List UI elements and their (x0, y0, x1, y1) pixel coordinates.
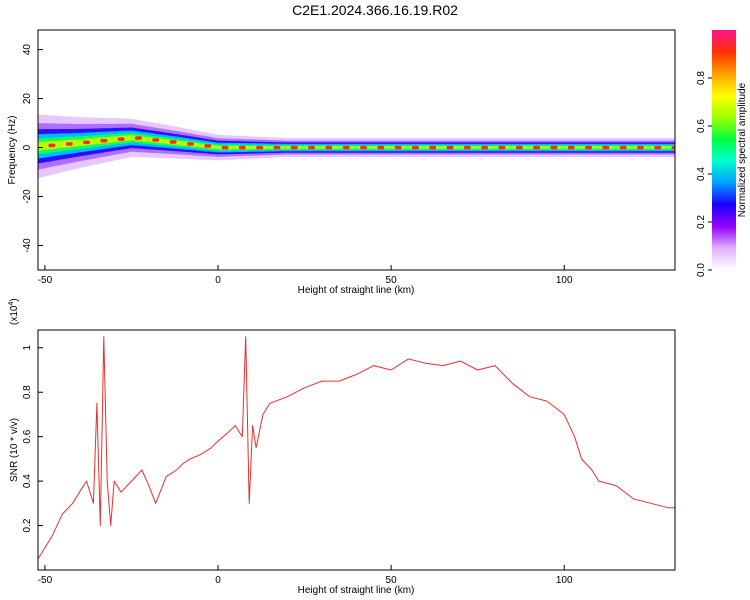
spectrogram-peak-mark (83, 140, 90, 145)
spectrogram-peak-mark (308, 145, 315, 150)
spectrogram-peak-mark (377, 145, 385, 150)
spectrogram-peak-mark (550, 145, 558, 150)
x-tick-label: 100 (556, 275, 573, 286)
colorbar-tick-label: 0.8 (696, 71, 707, 85)
spectrogram-frame (37, 29, 676, 271)
y-tick-label: -20 (22, 189, 33, 204)
y-tick-label: 0.4 (22, 474, 33, 488)
spectrogram-peak-mark (117, 137, 125, 141)
spectrogram-y-ticks: -40 -20 0 20 40 (22, 44, 43, 253)
y-tick-label: 0.6 (22, 429, 33, 443)
spectrogram-peak-mark (498, 145, 506, 150)
spectrogram-peak-mark (636, 145, 644, 150)
spectrogram-y-label: Frequency (Hz) (7, 116, 18, 185)
spectrogram-peak-mark (256, 145, 264, 150)
colorbar-label: Normalized spectral amplitude (737, 82, 748, 217)
snr-y-label: SNR (10 * v/v) (9, 418, 20, 482)
spectrogram-peak-mark (585, 145, 592, 150)
snr-x-ticks: -50 0 50 100 (38, 565, 573, 586)
spectrogram-peak-mark (238, 145, 246, 150)
colorbar-tick-label: 0.0 (696, 263, 707, 277)
x-tick-label: 50 (386, 575, 398, 586)
spectrogram-peak-mark (463, 145, 471, 150)
x-tick-label: -50 (38, 575, 53, 586)
spectrogram-peak-mark (602, 145, 610, 150)
spectrogram-peak-mark (619, 145, 627, 150)
colorbar-tick-label: 0.4 (696, 167, 707, 181)
y-tick-label: -40 (22, 238, 33, 253)
spectrogram-peak-mark (671, 145, 675, 150)
x-tick-label: 100 (556, 575, 573, 586)
x-tick-label: -50 (38, 275, 53, 286)
spectrogram-peak-mark (100, 138, 108, 143)
spectrogram-peak-mark (394, 145, 402, 150)
y-tick-label: 0.8 (22, 385, 33, 399)
spectrogram-peak-mark (152, 138, 160, 142)
y-tick-label: 40 (22, 44, 33, 56)
spectrogram-peak-mark (169, 140, 177, 144)
snr-content (38, 336, 675, 560)
spectrogram-peak-mark (221, 145, 229, 150)
snr-panel: 0.2 0.4 0.6 0.8 1 -50 0 50 100 Height of straig… (8, 298, 676, 596)
spectrogram-peak-mark (48, 143, 56, 148)
spectrogram-peak-mark (654, 145, 662, 150)
spectrogram-peak-mark (411, 145, 419, 150)
spectrogram-peak-mark (290, 145, 298, 150)
snr-frame (37, 329, 676, 571)
snr-series-line (38, 336, 675, 560)
colorbar-scale (712, 30, 736, 270)
spectrogram-peak-mark (134, 136, 142, 140)
spectrogram-peak-mark (360, 145, 367, 150)
spectrogram-peak-mark (481, 145, 489, 150)
spectrogram-peak-mark (65, 142, 73, 146)
colorbar-tick-label: 0.2 (696, 215, 707, 229)
spectrogram-peak-mark (204, 144, 212, 148)
x-tick-label: 0 (215, 575, 221, 586)
spectrogram-peak-mark (515, 145, 523, 150)
spectrogram-x-label: Height of straight line (km) (298, 285, 415, 296)
snr-plot-area (38, 330, 675, 570)
spectrogram-peak-mark (273, 145, 281, 150)
figure-title: C2E1.2024.366.16.19.R02 (292, 2, 458, 18)
colorbar-tick-label: 0.6 (696, 119, 707, 133)
spectrogram-content (38, 114, 675, 179)
spectrogram-peak-mark (533, 145, 541, 150)
colorbar: 0.0 0.2 0.4 0.6 0.8 Normalized spectral ampl… (696, 30, 748, 277)
y-tick-label: 20 (22, 93, 33, 105)
spectrogram-peak-mark (325, 145, 333, 150)
y-tick-label: 1 (22, 345, 33, 351)
colorbar-ticks: 0.0 0.2 0.4 0.6 0.8 (696, 71, 712, 277)
spectrogram-band-yellow (38, 135, 675, 151)
spectrogram-peak-mark (429, 145, 437, 150)
snr-y-multiplier: (x104) (8, 298, 20, 325)
spectrogram-x-ticks: -50 0 50 100 (38, 265, 573, 286)
spectrogram-band-cyan (38, 130, 675, 159)
spectrogram-peak-mark (186, 142, 194, 146)
x-tick-label: 0 (215, 275, 221, 286)
spectrogram-band-green (38, 133, 675, 155)
spectrogram-peak-mark (446, 145, 454, 150)
snr-x-label: Height of straight line (km) (298, 585, 415, 596)
spectrogram-peak-mark (342, 145, 350, 150)
spectrogram-peak-mark (567, 145, 575, 150)
snr-y-ticks: 0.2 0.4 0.6 0.8 1 (22, 345, 43, 533)
x-tick-label: 50 (386, 275, 398, 286)
y-tick-label: 0.2 (22, 518, 33, 532)
spectrogram-panel: -40 -20 0 20 40 -50 0 50 100 Height of straight… (7, 29, 676, 296)
y-tick-label: 0 (22, 144, 33, 150)
